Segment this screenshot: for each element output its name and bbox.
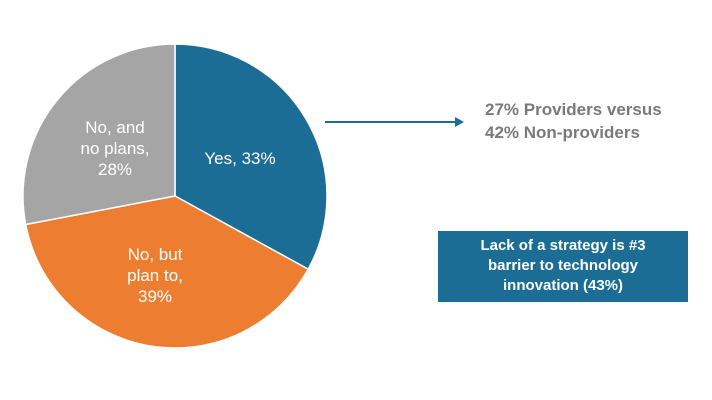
pie-slice-no-but-plan [24, 195, 310, 349]
slice-label-no-but-plan: No, but plan to, 39% [127, 245, 183, 306]
provider-comparison-callout: 27% Providers versus 42% Non-providers [485, 98, 705, 144]
barrier-line-1: Lack of a strategy is #3 [480, 237, 646, 254]
barrier-callout-box: Lack of a strategy is #3 barrier to tech… [438, 231, 688, 302]
right-arrow-icon [325, 117, 464, 127]
pie-slice-yes [174, 43, 328, 271]
callout-line-non-providers: 42% Non-providers [485, 123, 640, 142]
pie-slice-no-plans [22, 43, 176, 226]
slice-label-no-plans: No, and no plans, 28% [80, 118, 150, 179]
slice-label-yes: Yes, 33% [204, 149, 276, 168]
arrow-head [455, 117, 464, 127]
callout-line-providers: 27% Providers versus [485, 100, 662, 119]
barrier-line-2: barrier to technology [487, 257, 639, 274]
barrier-line-3: innovation (43%) [502, 277, 623, 294]
